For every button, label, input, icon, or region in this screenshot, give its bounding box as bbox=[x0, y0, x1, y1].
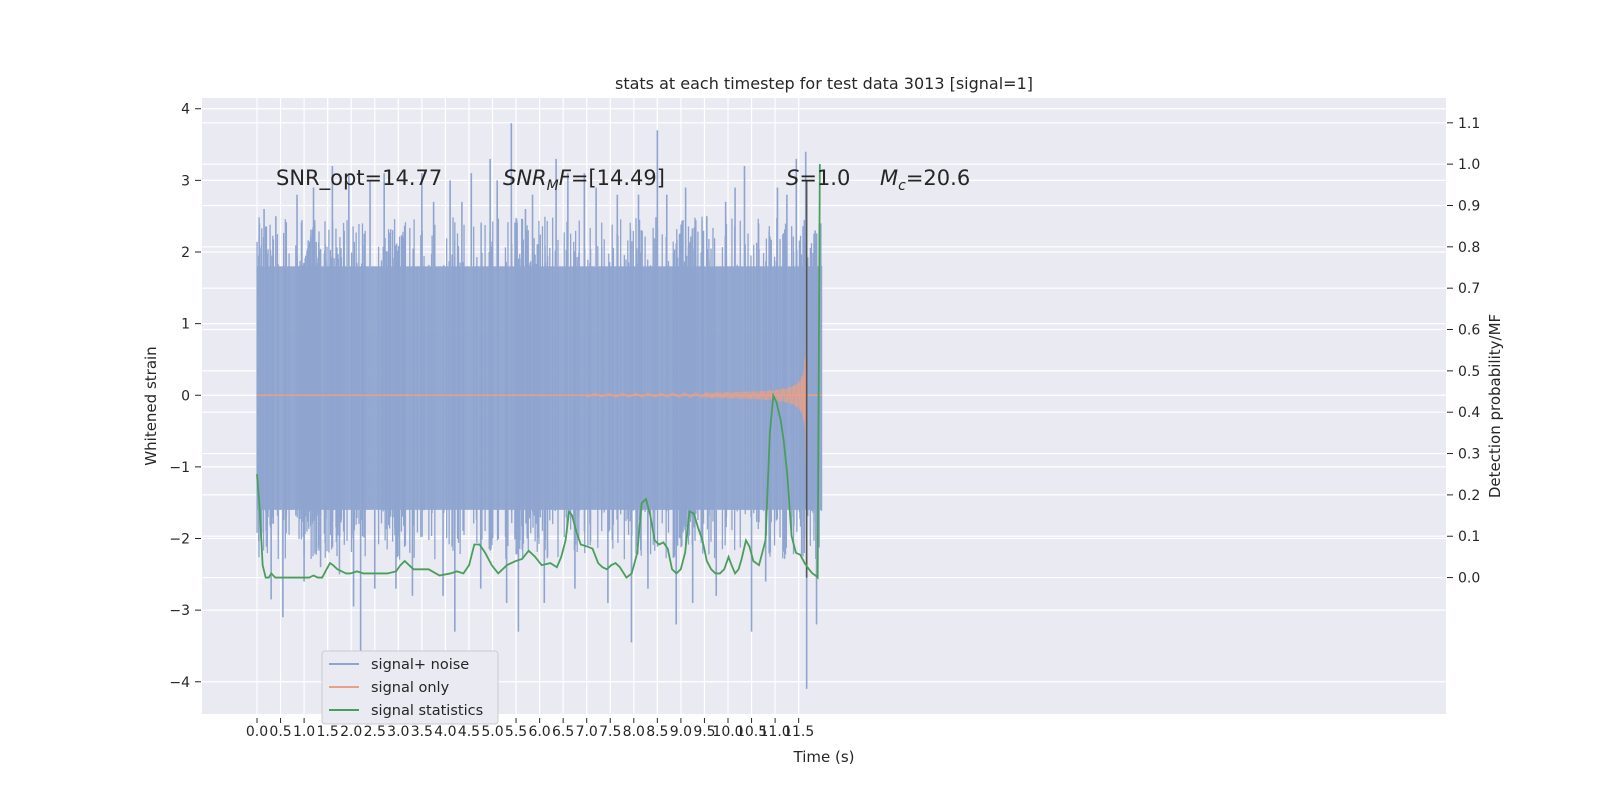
y-tick-labels: −4 −3 −2 −1 0 1 2 3 4 bbox=[169, 102, 201, 691]
y-axis-label: Whitened strain bbox=[142, 346, 160, 465]
x-tick-labels: 0.0 0.5 1.0 1.5 2.0 2.5 3.0 3.5 4.0 4.5 5.0 5.5 6.0 6… bbox=[246, 718, 814, 740]
y2-tick-label-10: 1.0 bbox=[1458, 157, 1480, 173]
y2-tick-label-6: 0.6 bbox=[1458, 323, 1480, 339]
y2-axis-label: Detection probability/MF bbox=[1486, 314, 1504, 498]
x-axis-label: Time (s) bbox=[793, 748, 855, 766]
y2-tick-label-1: 0.1 bbox=[1458, 529, 1480, 545]
y-tick-label-1: −3 bbox=[169, 603, 190, 619]
y2-tick-label-3: 0.3 bbox=[1458, 447, 1480, 463]
x-tick-label-20: 10.0 bbox=[712, 724, 743, 740]
y-tick-label-2: −2 bbox=[169, 532, 190, 548]
x-tick-label-14: 7.0 bbox=[576, 724, 598, 740]
y-tick-label-7: 3 bbox=[181, 173, 190, 189]
legend-label-signal-only: signal only bbox=[371, 680, 450, 696]
chart-title: stats at each timestep for test data 301… bbox=[615, 74, 1033, 93]
x-tick-label-12: 6.0 bbox=[528, 724, 550, 740]
legend-label-signal-plus-noise: signal+ noise bbox=[371, 657, 469, 673]
x-tick-label-22: 11.0 bbox=[760, 724, 791, 740]
y-tick-label-0: −4 bbox=[169, 675, 190, 691]
y2-tick-label-11: 1.1 bbox=[1458, 116, 1480, 132]
x-tick-label-6: 3.0 bbox=[387, 724, 409, 740]
annotation-s: S=1.0 bbox=[786, 166, 850, 190]
x-tick-label-16: 8.0 bbox=[623, 724, 645, 740]
y2-tick-label-0: 0.0 bbox=[1458, 571, 1480, 587]
x-tick-label-13: 6.5 bbox=[552, 724, 574, 740]
x-tick-label-8: 4.0 bbox=[434, 724, 456, 740]
y2-tick-label-5: 0.5 bbox=[1458, 364, 1480, 380]
statistics-line bbox=[256, 164, 821, 580]
x-tick-label-3: 1.5 bbox=[317, 724, 339, 740]
legend-box bbox=[321, 650, 499, 725]
annotation-mc: Mc=20.6 bbox=[880, 166, 970, 194]
x-tick-label-2: 1.0 bbox=[293, 724, 315, 740]
y-tick-label-3: −1 bbox=[169, 460, 190, 476]
y2-tick-label-9: 0.9 bbox=[1458, 198, 1480, 214]
x-tick-label-1: 0.5 bbox=[269, 724, 291, 740]
y-tick-label-4: 0 bbox=[181, 388, 190, 404]
legend: signal+ noise signal only signal statist… bbox=[321, 650, 499, 725]
x-tick-label-9: 4.5 bbox=[458, 724, 480, 740]
x-tick-label-17: 8.5 bbox=[646, 724, 668, 740]
y2-tick-label-7: 0.7 bbox=[1458, 281, 1480, 297]
x-tick-label-0: 0.0 bbox=[246, 724, 268, 740]
x-tick-label-15: 7.5 bbox=[599, 724, 621, 740]
y2-tick-labels: 0.0 0.1 0.2 0.3 0.4 0.5 0.6 0.7 0.8 0.9 1.0 1.1 bbox=[1447, 116, 1480, 587]
x-tick-label-23: 11.5 bbox=[783, 724, 814, 740]
x-tick-label-18: 9.0 bbox=[670, 724, 692, 740]
annotation-snr-mf: SNRMF=[14.49] bbox=[503, 166, 665, 194]
y2-tick-label-4: 0.4 bbox=[1458, 405, 1480, 421]
x-tick-label-21: 10.5 bbox=[736, 724, 767, 740]
y2-tick-label-8: 0.8 bbox=[1458, 240, 1480, 256]
y2-tick-label-2: 0.2 bbox=[1458, 488, 1480, 504]
x-tick-label-5: 2.5 bbox=[364, 724, 386, 740]
x-tick-label-11: 5.5 bbox=[505, 724, 527, 740]
y-tick-label-6: 2 bbox=[181, 245, 190, 261]
legend-label-signal-statistics: signal statistics bbox=[371, 703, 483, 719]
x-tick-label-7: 3.5 bbox=[411, 724, 433, 740]
signal-envelope bbox=[704, 190, 807, 600]
series-signal-statistics bbox=[256, 164, 821, 580]
x-tick-label-10: 5.0 bbox=[481, 724, 503, 740]
series-signal-plus-noise bbox=[256, 123, 823, 689]
series-signal-only bbox=[257, 190, 823, 600]
x-tick-label-19: 9.5 bbox=[693, 724, 715, 740]
x-tick-label-4: 2.0 bbox=[340, 724, 362, 740]
annotation-snr-opt: SNR_opt=14.77 bbox=[276, 166, 442, 191]
y-tick-label-8: 4 bbox=[181, 102, 190, 118]
y-tick-label-5: 1 bbox=[181, 317, 190, 333]
